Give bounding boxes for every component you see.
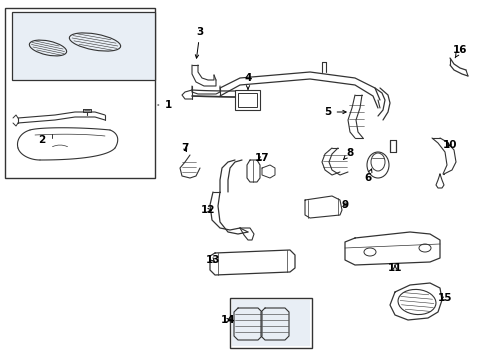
Text: 8: 8 (343, 148, 353, 159)
Text: 17: 17 (254, 153, 269, 163)
Text: 14: 14 (220, 315, 235, 325)
Text: 7: 7 (181, 143, 188, 153)
Text: 6: 6 (364, 169, 371, 183)
Text: 2: 2 (38, 135, 45, 145)
Bar (5, 8, 155, 178)
Text: 1: 1 (158, 100, 171, 110)
Text: 15: 15 (437, 293, 451, 303)
Text: 5: 5 (324, 107, 346, 117)
Text: 11: 11 (387, 263, 402, 273)
Bar (12, 12, 155, 80)
Text: 13: 13 (205, 255, 220, 265)
Bar (231, 300, 309, 346)
Text: 10: 10 (442, 140, 456, 150)
Text: 3: 3 (195, 27, 203, 58)
Bar (229, 298, 311, 348)
Bar (238, 93, 257, 107)
Text: 16: 16 (452, 45, 467, 58)
Text: 4: 4 (244, 73, 251, 89)
Bar (235, 90, 260, 110)
Text: 12: 12 (201, 205, 215, 215)
Text: 9: 9 (341, 200, 348, 210)
